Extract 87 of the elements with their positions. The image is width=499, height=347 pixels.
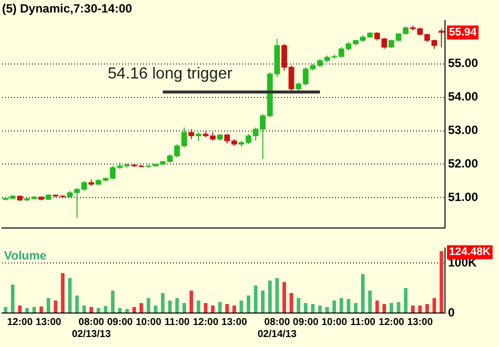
bar	[204, 303, 208, 312]
candlestick	[438, 28, 444, 48]
y-tick-label: 52.00	[448, 156, 478, 171]
bar	[132, 307, 136, 312]
bar	[396, 302, 400, 312]
bar	[190, 290, 194, 312]
y-tick-label: 51.00	[448, 190, 478, 204]
x-tick-label: 09:00	[292, 316, 319, 328]
bar	[325, 307, 329, 312]
bar	[361, 274, 365, 312]
text: 124.48K	[449, 246, 491, 258]
bar	[175, 298, 179, 312]
x-tick-label: 12:00	[192, 316, 219, 328]
bar	[218, 302, 222, 312]
bar	[82, 306, 86, 312]
bar	[168, 300, 172, 312]
bar	[68, 278, 72, 312]
bar	[346, 299, 350, 312]
bar	[40, 306, 44, 312]
x-tick-label: 12:00	[378, 316, 405, 328]
bar	[96, 308, 100, 312]
bar	[368, 290, 372, 312]
x-tick-label: 13:00	[407, 316, 434, 328]
bar	[196, 300, 200, 312]
bar	[10, 284, 15, 312]
y-tick-label: 54.00	[448, 90, 478, 104]
bar	[240, 300, 244, 312]
x-tick-label: 11:00	[164, 316, 190, 328]
x-tick-label: 09:00	[107, 316, 134, 328]
bar	[125, 309, 129, 312]
bar	[254, 286, 258, 312]
bar	[75, 296, 79, 312]
bar	[118, 308, 122, 312]
bar	[404, 288, 408, 312]
bar	[60, 273, 65, 312]
bar	[282, 282, 286, 312]
bar	[425, 304, 429, 312]
bar	[418, 306, 422, 312]
bar	[182, 303, 186, 312]
bar	[261, 290, 265, 312]
bar	[382, 304, 386, 312]
bar	[268, 280, 272, 312]
y-tick-label: 55.00	[448, 56, 478, 70]
bar	[146, 298, 150, 312]
bar	[210, 306, 215, 312]
x-tick-label: 10:00	[321, 316, 348, 328]
bar	[154, 306, 158, 312]
bar	[4, 307, 8, 312]
chart-title: Volume	[4, 248, 47, 263]
bar	[275, 278, 279, 312]
bar	[140, 303, 144, 312]
x-tick-label: 10:00	[136, 316, 162, 328]
y-tick-label: 53.00	[448, 123, 478, 138]
bar	[104, 306, 108, 312]
x-tick-label: 13:00	[221, 316, 248, 328]
bar	[160, 293, 165, 312]
bar	[32, 307, 36, 312]
y-tick-label: 0	[448, 305, 455, 320]
bar	[225, 304, 229, 312]
bar	[25, 308, 29, 312]
bar	[318, 306, 322, 312]
bar	[110, 290, 115, 312]
annotation: 54.16 long trigger	[108, 65, 233, 82]
bar	[18, 306, 22, 312]
candlestick	[188, 128, 194, 140]
bar	[311, 304, 315, 312]
bar	[440, 250, 444, 312]
bar	[90, 307, 94, 312]
bar	[296, 298, 300, 312]
bar	[375, 300, 379, 312]
bar	[290, 293, 294, 312]
bar	[340, 298, 344, 312]
bar	[432, 298, 436, 312]
bar	[332, 300, 336, 312]
bar	[46, 298, 50, 312]
x-tick-label: 13:00	[36, 316, 62, 328]
bar	[54, 300, 58, 312]
bar	[304, 303, 308, 312]
bar	[354, 303, 358, 312]
annotation: 55.94	[449, 26, 478, 38]
x-tick-label: 12:00	[7, 316, 34, 328]
bar	[390, 303, 394, 312]
chart-title: (5) Dynamic,7:30-14:00	[2, 2, 132, 16]
bar	[411, 306, 415, 312]
bar	[232, 306, 236, 312]
x-tick-label: 11:00	[350, 316, 376, 328]
bar	[246, 296, 250, 312]
